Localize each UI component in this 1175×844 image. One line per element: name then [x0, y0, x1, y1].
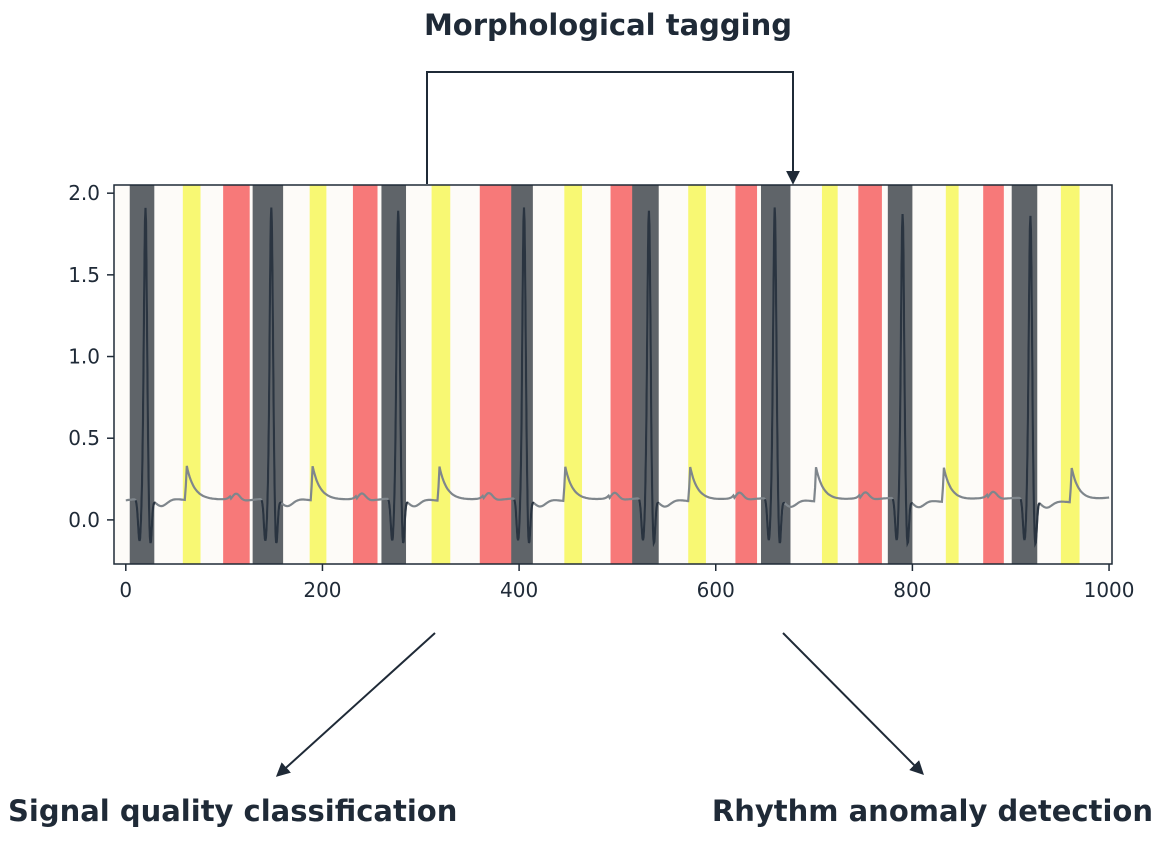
r-peak-5 — [763, 207, 786, 544]
arrow-to-signal-quality — [275, 632, 436, 777]
t-wave-band-3 — [610, 185, 633, 564]
ecg-baseline-trace — [125, 207, 1110, 544]
r-peak-2 — [387, 210, 409, 544]
y-tick-label: 0.5 — [68, 426, 100, 450]
x-tick-label: 800 — [893, 578, 931, 602]
p-wave-band-4 — [688, 185, 706, 564]
signal-quality-classification-label: Signal quality classification — [8, 794, 458, 828]
arrow-to-rhythm-anomaly — [782, 632, 924, 775]
p-wave-band-0 — [182, 185, 201, 564]
x-axis-ticks: 0 200 400 600 800 1000 — [119, 564, 1135, 602]
plot-frame — [113, 184, 1113, 565]
t-wave-band-5 — [858, 185, 882, 564]
r-peak-7 — [1019, 215, 1041, 548]
y-axis-ticks: 0.0 0.5 1.0 1.5 2.0 — [68, 181, 114, 532]
r-peak-0 — [134, 207, 156, 544]
p-wave-band-6 — [945, 185, 959, 564]
p-wave-band-2 — [431, 185, 451, 564]
x-tick-label: 1000 — [1084, 578, 1135, 602]
x-tick-label: 400 — [500, 578, 538, 602]
t-wave-band-2 — [479, 185, 512, 564]
y-tick-label: 1.0 — [68, 345, 100, 369]
t-wave-band-0 — [223, 185, 250, 564]
ecg-signal — [125, 207, 1110, 548]
r-peak-4 — [638, 210, 660, 548]
tagging-bracket-connector — [426, 71, 800, 185]
r-peak-1 — [260, 207, 282, 544]
y-tick-label: 2.0 — [68, 181, 100, 205]
p-wave-band-1 — [309, 185, 327, 564]
y-tick-label: 0.0 — [68, 508, 100, 532]
p-wave-band-5 — [821, 185, 838, 564]
r-peak-3 — [513, 207, 535, 544]
t-wave-band-6 — [983, 185, 1004, 564]
x-tick-label: 600 — [697, 578, 735, 602]
t-wave-band-4 — [735, 185, 758, 564]
x-tick-label: 0 — [119, 578, 132, 602]
rhythm-anomaly-detection-label: Rhythm anomaly detection — [711, 794, 1153, 828]
y-tick-label: 1.5 — [68, 263, 100, 287]
p-wave-band-7 — [1060, 185, 1080, 564]
ecg-chart: 0 200 400 600 800 1000 0.0 0.5 1.0 1.5 2.0 — [68, 181, 1134, 602]
r-peak-6 — [891, 213, 913, 548]
p-wave-band-3 — [564, 185, 583, 564]
morphological-tagging-label: Morphological tagging — [423, 8, 793, 42]
x-tick-label: 200 — [303, 578, 341, 602]
t-wave-band-1 — [352, 185, 378, 564]
